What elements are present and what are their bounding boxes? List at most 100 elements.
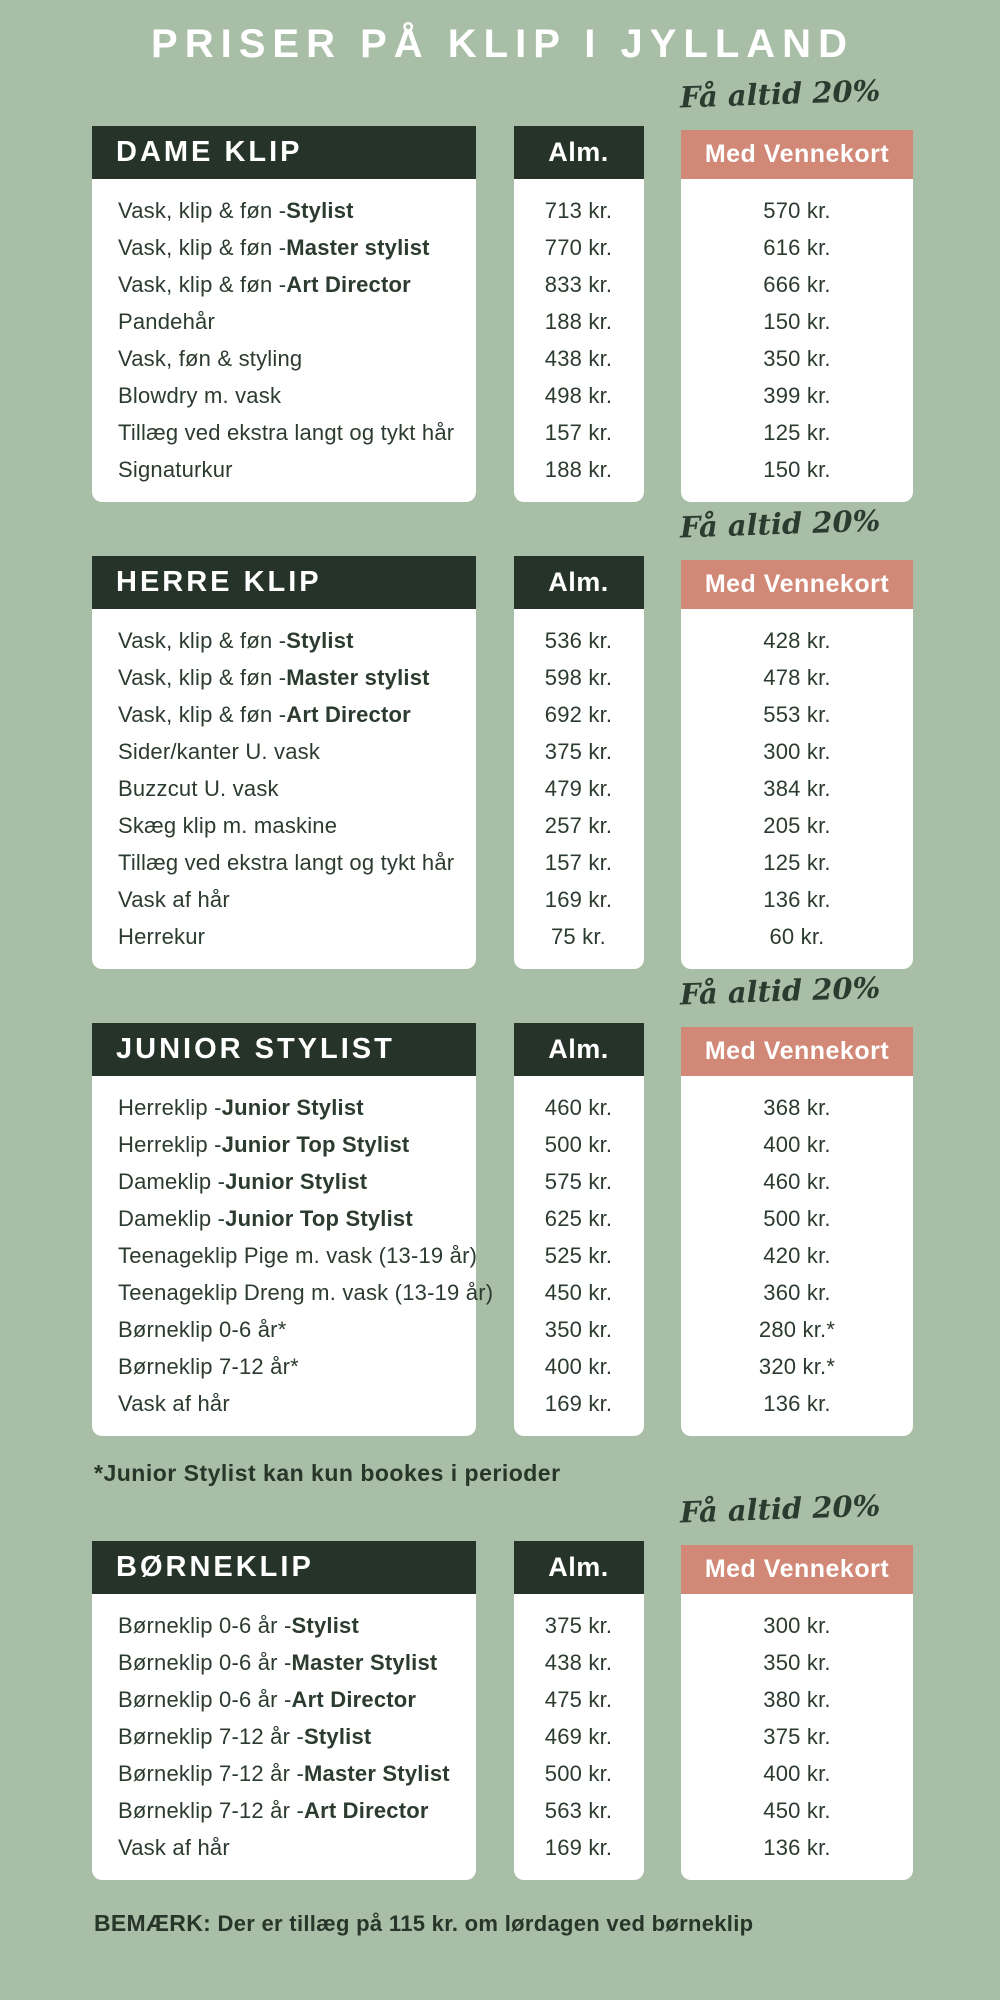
price-value: 75 kr. [550,923,606,949]
service-label-bold-text: Stylist [291,1612,359,1638]
service-label-text: Vask, klip & føn - [118,271,287,297]
discount-script-text: Få altid 20% [679,970,881,1012]
section-title-bar: HERRE KLIP [92,556,476,609]
service-label-bold-text: Art Director [291,1686,417,1712]
service-label: Teenageklip Dreng m. vask (13-19 år) [118,1274,493,1311]
vennekort-column-header: Med Vennekort [681,560,913,609]
service-label-text: Dameklip - [118,1205,226,1231]
service-label-bold-text: Junior Stylist [225,1168,368,1194]
service-labels-card: Vask, klip & føn - Stylist Vask, klip & … [92,609,476,969]
price-value: 498 kr. [544,382,613,408]
service-label: Vask af hår [118,1385,466,1422]
price-value: 563 kr. [544,1797,613,1823]
bottom-note-text: Der er tillæg på 115 kr. om lørdagen ved… [211,1911,754,1936]
service-label: Vask af hår [118,1829,466,1866]
price-value: 500 kr. [544,1131,613,1157]
alm-column-header: Alm. [513,1023,644,1076]
section-title-bar: BØRNEKLIP [92,1541,476,1594]
service-label-text: Børneklip 0-6 år - [118,1686,292,1712]
service-label-bold-text: Art Director [286,271,411,297]
vennekort-prices-card: 570 kr. 616 kr. 666 kr. 150 kr. 350 kr. … [681,179,913,502]
price-value: 350 kr. [763,1649,831,1675]
price-value: 60 kr. [769,923,825,949]
service-label: Herrekur [118,918,466,955]
service-label-bold-text: Stylist [303,1723,372,1749]
service-label: Vask, klip & føn - Master stylist [118,229,466,266]
vennekort-prices-card: 428 kr. 478 kr. 553 kr. 300 kr. 384 kr. … [681,609,913,969]
service-label: Vask, klip & føn - Stylist [118,622,466,659]
vennekort-column-header: Med Vennekort [681,1027,913,1076]
price-value: 450 kr. [763,1797,831,1823]
price-value: 399 kr. [763,382,831,408]
service-label-text: Vask, føn & styling [118,345,303,371]
service-label-text: Dameklip - [118,1168,226,1194]
price-value: 598 kr. [544,664,613,690]
vennekort-prices-card: 368 kr. 400 kr. 460 kr. 500 kr. 420 kr. … [681,1076,913,1436]
price-value: 479 kr. [544,775,613,801]
service-label: Herreklip - Junior Top Stylist [118,1126,466,1163]
price-value: 375 kr. [763,1723,831,1749]
service-label: Børneklip 0-6 år - Art Director [118,1681,466,1718]
section-header-row: DAME KLIP Alm. Med Vennekort [92,126,913,179]
service-labels-card: Herreklip - Junior Stylist Herreklip - J… [92,1076,493,1436]
price-value: 400 kr. [763,1131,831,1157]
section-body-row: Børneklip 0-6 år - Stylist Børneklip 0-6… [92,1594,913,1880]
service-label-bold-text: Stylist [286,197,354,223]
price-value: 188 kr. [544,308,613,334]
service-label-text: Buzzcut U. vask [118,775,279,801]
service-label-text: Vask, klip & føn - [118,664,287,690]
page-title: PRISER PÅ KLIP I JYLLAND [151,22,854,66]
price-value: 257 kr. [544,812,613,838]
service-label: Vask af hår [118,881,466,918]
price-value: 205 kr. [763,812,831,838]
service-label: Vask, føn & styling [118,340,466,377]
service-labels-card: Børneklip 0-6 år - Stylist Børneklip 0-6… [92,1594,476,1880]
service-label-text: Teenageklip Pige m. vask (13-19 år) [118,1242,478,1268]
service-label: Tillæg ved ekstra langt og tykt hår [118,844,466,881]
vennekort-column-header: Med Vennekort [681,1545,913,1594]
service-label-bold-text: Master Stylist [291,1649,438,1675]
alm-prices-card: 460 kr. 500 kr. 575 kr. 625 kr. 525 kr. … [513,1076,644,1436]
service-label-text: Børneklip 7-12 år - [118,1760,304,1786]
price-value: 125 kr. [763,419,831,445]
vennekort-column-header: Med Vennekort [681,130,913,179]
service-label-bold-text: Junior Stylist [221,1094,364,1120]
price-value: 553 kr. [763,701,831,727]
service-label: Børneklip 7-12 år - Art Director [118,1792,466,1829]
price-value: 570 kr. [763,197,831,223]
service-labels-card: Vask, klip & føn - Stylist Vask, klip & … [92,179,476,502]
section-header-row: JUNIOR STYLIST Alm. Med Vennekort [92,1023,913,1076]
section-body-row: Vask, klip & føn - Stylist Vask, klip & … [92,609,913,969]
service-label-bold-text: Junior Top Stylist [225,1205,413,1231]
price-value: 169 kr. [544,1390,613,1416]
alm-prices-card: 375 kr. 438 kr. 475 kr. 469 kr. 500 kr. … [513,1594,644,1880]
price-value: 575 kr. [544,1168,613,1194]
service-label-text: Pandehår [118,308,216,334]
price-value: 469 kr. [544,1723,613,1749]
price-value: 188 kr. [544,456,613,482]
service-label-text: Skæg klip m. maskine [118,812,338,838]
service-label: Sider/kanter U. vask [118,733,466,770]
service-label-text: Herreklip - [118,1131,222,1157]
price-value: 320 kr.* [758,1353,836,1379]
service-label-text: Vask, klip & føn - [118,627,287,653]
bottom-note-label: BEMÆRK: [94,1910,212,1936]
service-label: Dameklip - Junior Stylist [118,1163,466,1200]
price-value: 368 kr. [763,1094,831,1120]
price-value: 136 kr. [763,886,831,912]
price-value: 616 kr. [763,234,831,260]
price-value: 375 kr. [544,1612,613,1638]
service-label-text: Vask, klip & føn - [118,701,287,727]
service-label-text: Vask, klip & føn - [118,197,287,223]
service-label-text: Sider/kanter U. vask [118,738,321,764]
service-label: Tillæg ved ekstra langt og tykt hår [118,414,466,451]
price-value: 350 kr. [544,1316,613,1342]
service-label-text: Blowdry m. vask [118,382,282,408]
price-value: 125 kr. [763,849,831,875]
service-label: Vask, klip & føn - Stylist [118,192,466,229]
section-title-bar: JUNIOR STYLIST [92,1023,476,1076]
service-label-text: Børneklip 0-6 år - [118,1612,292,1638]
price-value: 525 kr. [544,1242,613,1268]
service-label-text: Herrekur [118,923,206,949]
